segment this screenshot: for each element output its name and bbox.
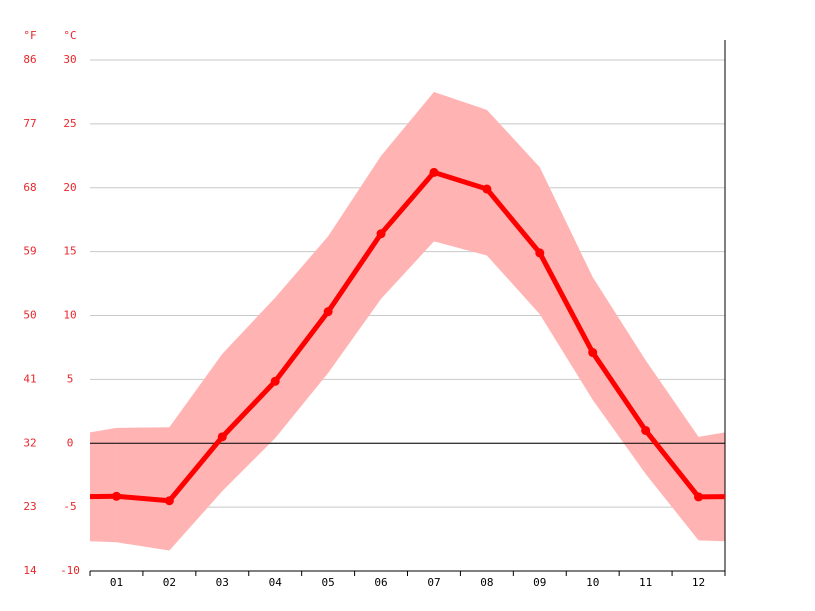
point	[588, 348, 598, 358]
y-tick-label: 15	[63, 245, 76, 258]
y-tick-label: 5	[67, 372, 74, 385]
x-tick-label: 05	[322, 576, 335, 589]
y2-tick-label: 68	[23, 181, 36, 194]
line	[116, 169, 701, 504]
range-band	[116, 91, 699, 551]
y-tick-label: 10	[63, 309, 76, 322]
x-tick-label: 09	[533, 576, 546, 589]
y-unit-label: °C	[63, 29, 76, 42]
point	[482, 184, 492, 194]
point	[323, 307, 333, 317]
range-band-edge	[698, 432, 725, 542]
x-tick-label: 06	[374, 576, 387, 589]
y2-tick-label: 59	[23, 245, 36, 258]
x-tick-label: 11	[639, 576, 652, 589]
y2-tick-label: 32	[23, 436, 36, 449]
point	[429, 167, 439, 177]
y2-tick-label: 14	[23, 564, 37, 577]
x-tick-label: 02	[163, 576, 176, 589]
y2-tick-label: 50	[23, 309, 36, 322]
y2-unit-label: °F	[23, 29, 36, 42]
point	[535, 248, 545, 258]
range-band-edge	[90, 427, 117, 543]
y-tick-label: -10	[60, 564, 80, 577]
y-tick-label: 0	[67, 436, 74, 449]
y-tick-label: 25	[63, 117, 76, 130]
x-tick-label: 01	[110, 576, 123, 589]
point	[694, 492, 704, 502]
x-tick-label: 04	[269, 576, 283, 589]
y2-tick-label: 41	[23, 372, 36, 385]
y2-tick-label: 23	[23, 500, 36, 513]
y2-tick-label: 86	[23, 53, 36, 66]
point	[164, 496, 174, 506]
y-tick-label: 30	[63, 53, 76, 66]
y-tick-label: -5	[63, 500, 76, 513]
point	[270, 376, 280, 386]
x-tick-label: 08	[480, 576, 493, 589]
x-tick-label: 10	[586, 576, 599, 589]
point	[217, 432, 227, 442]
point	[111, 491, 121, 501]
x-tick-label: 07	[427, 576, 440, 589]
x-tick-label: 12	[692, 576, 705, 589]
point	[376, 229, 386, 239]
y-tick-label: 20	[63, 181, 76, 194]
y2-tick-label: 77	[23, 117, 36, 130]
x-tick-label: 03	[216, 576, 229, 589]
point	[641, 425, 651, 435]
